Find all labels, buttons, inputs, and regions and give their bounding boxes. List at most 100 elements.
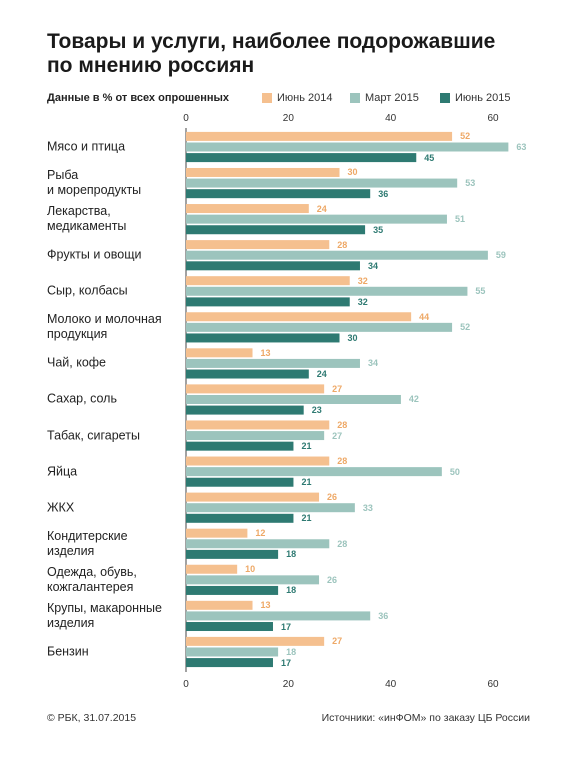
bar bbox=[186, 261, 360, 271]
subtitle: Данные в % от всех опрошенных bbox=[47, 92, 229, 104]
value-label: 34 bbox=[367, 358, 378, 369]
bar bbox=[186, 322, 453, 332]
bar bbox=[186, 513, 294, 523]
category-label: Кондитерские изделия bbox=[47, 528, 128, 558]
bar bbox=[186, 240, 330, 250]
bar bbox=[186, 611, 371, 621]
category-label: ЖКХ bbox=[47, 500, 75, 515]
bar bbox=[186, 441, 294, 451]
x-tick-label: 60 bbox=[487, 113, 499, 124]
bar bbox=[186, 286, 468, 296]
category-label: Молоко и молочная продукция bbox=[47, 312, 162, 342]
value-label: 13 bbox=[260, 600, 271, 611]
x-tick-label: 60 bbox=[487, 679, 499, 690]
bar bbox=[186, 225, 366, 235]
category-label: Яйца bbox=[47, 464, 78, 479]
legend-swatch bbox=[440, 93, 450, 103]
value-label: 51 bbox=[454, 214, 465, 225]
value-label: 44 bbox=[419, 311, 430, 322]
x-tick-label: 0 bbox=[183, 679, 189, 690]
bar bbox=[186, 333, 340, 343]
bar bbox=[186, 647, 279, 657]
category-label: Фрукты и овощи bbox=[47, 247, 142, 262]
value-label: 12 bbox=[255, 528, 266, 539]
bar bbox=[186, 492, 320, 502]
legend-label: Июнь 2015 bbox=[455, 92, 511, 104]
bar bbox=[186, 405, 304, 415]
bar bbox=[186, 467, 442, 477]
value-label: 10 bbox=[245, 564, 256, 575]
value-label: 36 bbox=[378, 610, 389, 621]
bar bbox=[186, 369, 309, 379]
value-label: 18 bbox=[286, 549, 297, 560]
bar bbox=[186, 214, 447, 224]
value-label: 21 bbox=[301, 513, 312, 524]
bar bbox=[186, 528, 248, 538]
value-label: 24 bbox=[316, 203, 327, 214]
chart-title: Товары и услуги, наиболее подорожавшие п… bbox=[47, 30, 496, 77]
legend-label: Март 2015 bbox=[365, 92, 419, 104]
legend-label: Июнь 2014 bbox=[277, 92, 333, 104]
x-tick-label: 20 bbox=[282, 113, 294, 124]
value-label: 52 bbox=[460, 322, 471, 333]
value-label: 18 bbox=[286, 646, 297, 657]
bar bbox=[186, 503, 355, 513]
category-label: Табак, сигареты bbox=[47, 428, 140, 443]
x-tick-label: 40 bbox=[385, 679, 397, 690]
value-label: 32 bbox=[357, 275, 368, 286]
value-label: 55 bbox=[475, 286, 486, 297]
value-label: 50 bbox=[449, 466, 460, 477]
legend-swatch bbox=[262, 93, 272, 103]
value-label: 21 bbox=[301, 477, 312, 488]
value-label: 36 bbox=[378, 188, 389, 199]
value-label: 27 bbox=[332, 383, 343, 394]
bar bbox=[186, 358, 360, 368]
value-label: 21 bbox=[301, 441, 312, 452]
bar bbox=[186, 297, 350, 307]
value-label: 53 bbox=[465, 178, 476, 189]
bar bbox=[186, 276, 350, 286]
value-label: 42 bbox=[408, 394, 419, 405]
category-label: Сыр, колбасы bbox=[47, 283, 128, 298]
bar bbox=[186, 539, 330, 549]
value-label: 17 bbox=[280, 657, 291, 668]
bar bbox=[186, 456, 330, 466]
category-label: Одежда, обувь, кожгалантерея bbox=[47, 564, 137, 594]
bar bbox=[186, 564, 238, 574]
bar bbox=[186, 348, 253, 358]
bar bbox=[186, 658, 273, 668]
copyright: © РБК, 31.07.2015 bbox=[47, 712, 137, 724]
category-label: Лекарства, медикаменты bbox=[47, 204, 127, 234]
x-tick-label: 0 bbox=[183, 113, 189, 124]
value-label: 28 bbox=[337, 538, 348, 549]
bar bbox=[186, 622, 273, 632]
value-label: 32 bbox=[357, 296, 368, 307]
source: Источники: «инФОМ» по заказу ЦБ России bbox=[321, 712, 530, 724]
category-label: Крупы, макаронные изделия bbox=[47, 600, 162, 630]
value-label: 59 bbox=[495, 250, 506, 261]
bar bbox=[186, 636, 325, 646]
value-label: 30 bbox=[347, 332, 358, 343]
category-label: Рыба и морепродукты bbox=[47, 168, 142, 198]
category-label: Мясо и птица bbox=[47, 139, 126, 154]
bar bbox=[186, 394, 401, 404]
value-label: 34 bbox=[367, 260, 378, 271]
bar bbox=[186, 204, 309, 214]
bar bbox=[186, 384, 325, 394]
value-label: 45 bbox=[424, 152, 435, 163]
bar bbox=[186, 189, 371, 199]
bar bbox=[186, 549, 279, 559]
bar bbox=[186, 431, 325, 441]
bar bbox=[186, 585, 279, 595]
bar bbox=[186, 167, 340, 177]
x-tick-label: 20 bbox=[282, 679, 294, 690]
value-label: 28 bbox=[337, 419, 348, 430]
value-label: 35 bbox=[373, 224, 384, 235]
value-label: 23 bbox=[311, 405, 322, 416]
value-label: 17 bbox=[280, 621, 291, 632]
value-label: 27 bbox=[332, 430, 343, 441]
bar bbox=[186, 142, 509, 152]
value-label: 28 bbox=[337, 456, 348, 467]
bar bbox=[186, 153, 417, 163]
